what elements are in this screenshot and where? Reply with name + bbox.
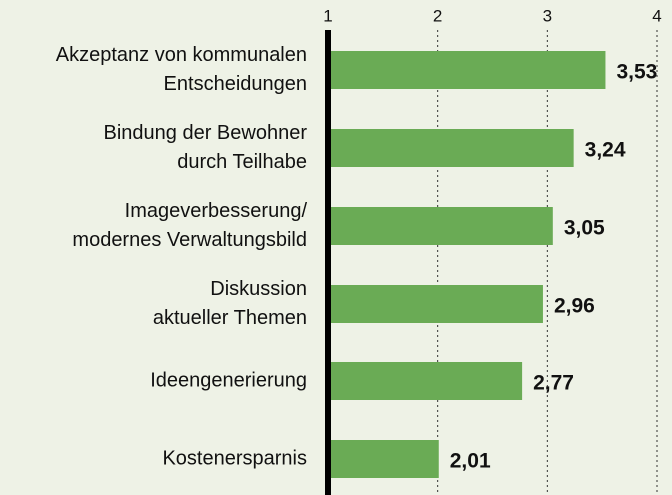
x-tick-label: 1 (323, 6, 332, 25)
y-tick-label: modernes Verwaltungsbild (72, 229, 307, 251)
value-label: 2,01 (450, 450, 491, 473)
y-tick-label: Diskussion (210, 278, 307, 300)
bar (328, 285, 543, 323)
bar (328, 362, 523, 400)
y-tick-label: Kostenersparnis (162, 447, 307, 469)
bar (328, 440, 439, 478)
bar (328, 129, 574, 167)
value-label: 3,05 (564, 217, 605, 240)
bar (328, 51, 606, 89)
x-tick-label: 2 (433, 6, 442, 25)
y-tick-label: Akzeptanz von kommunalen (56, 44, 307, 66)
axis-line (325, 30, 331, 495)
value-label: 2,96 (554, 295, 595, 318)
y-tick-label: Imageverbesserung/ (125, 200, 308, 222)
bar (328, 207, 553, 245)
y-tick-label: Entscheidungen (164, 73, 307, 95)
value-label: 3,53 (616, 61, 657, 84)
y-tick-label: aktueller Themen (153, 307, 307, 329)
value-label: 2,77 (533, 372, 574, 395)
value-label: 3,24 (585, 139, 626, 162)
x-tick-label: 4 (652, 6, 661, 25)
x-tick-label: 3 (543, 6, 552, 25)
y-tick-label: Bindung der Bewohner (104, 122, 308, 144)
y-tick-label: Ideengenerierung (150, 369, 307, 391)
y-tick-label: durch Teilhabe (177, 151, 307, 173)
